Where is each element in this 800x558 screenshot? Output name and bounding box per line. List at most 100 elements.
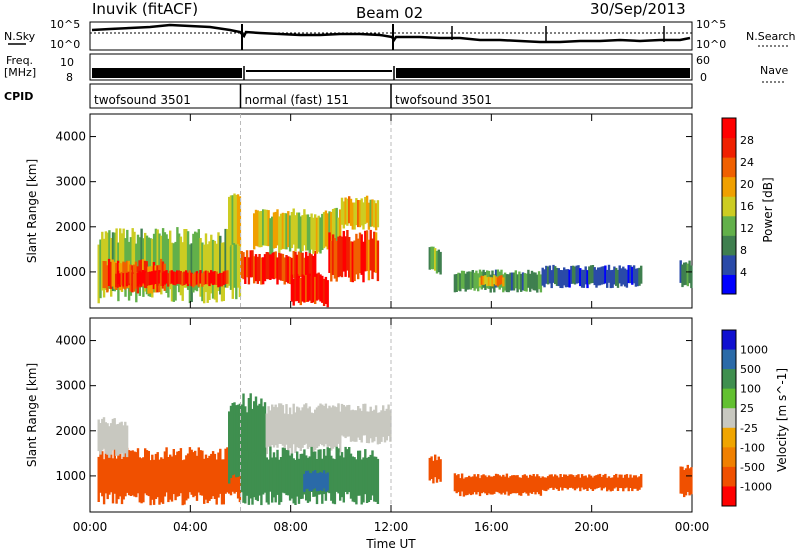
- beam-title: Beam 02: [356, 4, 423, 22]
- heatmap-cell: [140, 228, 143, 288]
- heatmap-cell: [129, 450, 133, 496]
- heatmap-cell: [561, 477, 564, 491]
- heatmap-cell: [254, 396, 258, 469]
- heatmap-cell: [267, 210, 270, 247]
- heatmap-cell: [99, 423, 102, 455]
- heatmap-cell: [106, 232, 109, 292]
- heatmap-cell: [579, 477, 582, 492]
- heatmap-cell: [149, 271, 152, 286]
- heatmap-cell: [299, 216, 302, 253]
- heatmap-cell: [303, 404, 306, 445]
- heatmap-cell: [324, 403, 328, 445]
- heatmap-cell: [147, 271, 150, 286]
- heatmap-cell: [430, 246, 433, 270]
- heatmap-cell: [210, 453, 213, 499]
- heatmap-cell: [340, 452, 344, 498]
- heatmap-cell: [263, 447, 267, 493]
- heatmap-cell: [557, 268, 560, 287]
- time-axis-ticks: 00:00 04:00 08:00 12:00 16:00 20:00 00:00: [73, 114, 709, 534]
- heatmap-cell: [140, 458, 143, 504]
- heatmap-cell: [362, 202, 365, 230]
- heatmap-cell: [586, 477, 589, 491]
- heatmap-cell: [382, 405, 385, 437]
- heatmap-cell: [615, 267, 618, 286]
- heatmap-cell: [459, 478, 462, 497]
- heatmap-cell: [195, 455, 199, 501]
- heatmap-cell: [163, 451, 167, 497]
- heatmap-cell: [292, 278, 295, 306]
- heatmap-cell: [505, 473, 509, 492]
- heatmap-cell: [584, 475, 587, 489]
- heatmap-cell: [550, 474, 553, 488]
- heatmap-cell: [493, 475, 496, 494]
- heatmap-cell: [283, 413, 286, 455]
- heatmap-cell: [600, 266, 603, 285]
- heatmap-cell: [305, 214, 308, 251]
- heatmap-cell: [236, 404, 240, 477]
- heatmap-cell: [322, 405, 326, 447]
- colorbar-swatch: [722, 486, 736, 507]
- heatmap-cell: [339, 209, 342, 246]
- heatmap-cell: [317, 449, 320, 495]
- heatmap-cell: [242, 252, 245, 280]
- heatmap-cell: [312, 217, 315, 254]
- heatmap-cell: [690, 467, 693, 495]
- heatmap-cell: [315, 273, 319, 301]
- heatmap-cell: [201, 242, 204, 302]
- heatmap-cell: [636, 477, 639, 491]
- heatmap-cell: [106, 423, 109, 455]
- heatmap-cell: [292, 403, 295, 445]
- heatmap-cell: [613, 475, 616, 489]
- heatmap-cell: [349, 410, 353, 442]
- heatmap-cell: [149, 460, 152, 506]
- heatmap-cell: [229, 195, 233, 245]
- heatmap-cell: [598, 473, 602, 488]
- heatmap-cell: [251, 459, 254, 505]
- heatmap-cell: [133, 451, 136, 497]
- heatmap-cell: [376, 412, 380, 445]
- x-tick-label: 20:00: [574, 520, 609, 534]
- colorbar-swatch: [722, 427, 736, 448]
- nave-label: Nave: [760, 64, 788, 77]
- heatmap-cell: [219, 448, 222, 494]
- heatmap-cell: [135, 452, 138, 498]
- heatmap-cell: [328, 409, 331, 442]
- heatmap-cell: [322, 212, 326, 249]
- heatmap-cell: [554, 266, 557, 285]
- heatmap-cell: [593, 267, 596, 286]
- heatmap-cell: [122, 454, 125, 500]
- heatmap-cell: [183, 229, 186, 288]
- heatmap-cell: [566, 269, 569, 288]
- heatmap-cell: [297, 275, 301, 303]
- heatmap-cell: [306, 214, 310, 251]
- heatmap-cell: [120, 421, 123, 454]
- heatmap-cell: [464, 477, 467, 496]
- heatmap-cell: [353, 457, 356, 503]
- heatmap-cell: [582, 476, 586, 490]
- colorbar-tick-label: 20: [740, 178, 754, 191]
- heatmap-cell: [337, 448, 340, 494]
- heatmap-cell: [285, 450, 288, 496]
- heatmap-cell: [253, 213, 256, 250]
- x-tick-label: 04:00: [173, 520, 208, 534]
- heatmap-cell: [516, 274, 519, 293]
- heatmap-cell: [355, 459, 358, 505]
- heatmap-cell: [138, 270, 141, 285]
- heatmap-cell: [159, 272, 163, 286]
- heatmap-cell: [108, 449, 111, 495]
- heatmap-cell: [321, 213, 324, 250]
- nsky-tick-high: 10^5: [50, 18, 80, 31]
- heatmap-cell: [428, 457, 431, 481]
- heatmap-cell: [258, 403, 261, 476]
- heatmap-cell: [115, 228, 118, 288]
- heatmap-cell: [455, 274, 458, 292]
- heatmap-cell: [279, 403, 283, 444]
- heatmap-cell: [340, 236, 344, 278]
- heatmap-cell: [686, 464, 689, 492]
- heatmap-cell: [240, 447, 243, 493]
- heatmap-cell: [618, 474, 621, 488]
- heatmap-cell: [97, 419, 100, 452]
- heatmap-cell: [453, 274, 457, 293]
- heatmap-cell: [167, 238, 170, 298]
- heatmap-cell: [627, 477, 630, 492]
